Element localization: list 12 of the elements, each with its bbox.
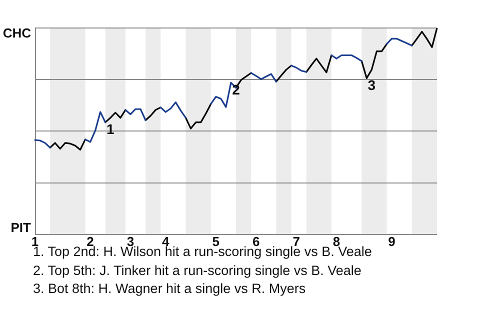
annotation: 3 xyxy=(368,77,376,94)
annotation: 2 xyxy=(232,82,240,98)
text: CHC xyxy=(2,26,32,41)
x-tick-label: 6 xyxy=(252,234,260,249)
x-tick-label: 2 xyxy=(86,234,94,249)
text: 3. Bot 8th: H. Wagner hit a single vs R. Myers xyxy=(33,280,307,298)
x-tick-label: 7 xyxy=(292,234,300,249)
x-tick-label: 9 xyxy=(388,234,396,249)
text: 2. Top 5th: J. Tinker hit a run-scoring single vs B. Veale xyxy=(33,262,362,280)
x-tick-label: 5 xyxy=(212,234,220,249)
text: PIT xyxy=(10,220,32,235)
annotation: 1 xyxy=(106,121,114,138)
